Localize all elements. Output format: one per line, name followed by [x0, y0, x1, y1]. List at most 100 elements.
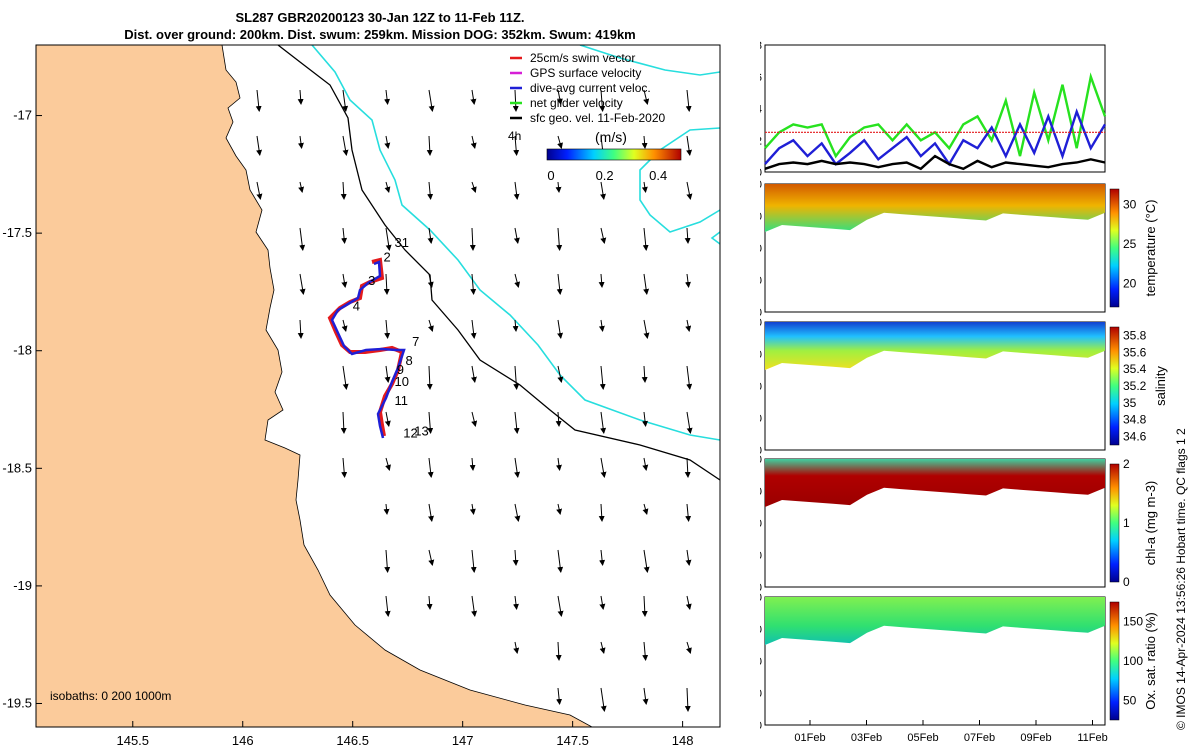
geo-velocity-arrow	[384, 595, 391, 617]
colorbar-tick: 1	[1123, 516, 1130, 530]
day-label: 10	[394, 374, 408, 389]
geo-velocity-arrow	[342, 89, 349, 112]
day-label: 11	[394, 393, 408, 408]
title-line-1: SL287 GBR20200123 30-Jan 12Z to 11-Feb 1…	[235, 10, 525, 25]
geo-velocity-arrow	[470, 273, 477, 295]
geo-velocity-arrow	[384, 411, 391, 427]
depth-tick: 0	[760, 454, 762, 466]
geo-velocity-arrow	[471, 411, 478, 427]
map-xtick-label: 145.5	[116, 733, 149, 748]
isobath-1000m-outer	[579, 45, 720, 76]
geo-velocity-arrow	[428, 549, 435, 566]
geo-velocity-arrow	[384, 365, 391, 383]
velocity-panel: 00.20.40.60.8velocity magnitude (m/s)	[760, 40, 1107, 179]
colorbar-tick: 25	[1123, 237, 1137, 251]
colorbar-tick: 0	[1123, 575, 1130, 589]
geo-velocity-arrow	[297, 135, 304, 149]
velocity-ytick: 0.2	[760, 135, 762, 147]
geo-velocity-arrow	[512, 319, 519, 332]
map-xtick-label: 147.5	[556, 733, 589, 748]
geo-velocity-arrow	[556, 227, 563, 251]
geo-velocity-arrow	[513, 227, 520, 244]
geo-velocity-arrow	[513, 641, 520, 654]
land-polygon	[36, 45, 593, 727]
geo-velocity-arrow	[513, 411, 520, 434]
velocity-series-line	[764, 154, 1106, 171]
velocity-ytick: 0	[760, 167, 762, 179]
colorbar-tick: 35.6	[1123, 345, 1147, 359]
geo-velocity-arrow	[557, 135, 563, 149]
geo-velocity-arrow	[684, 457, 691, 478]
geo-velocity-arrow	[426, 365, 433, 390]
colorbar-tick: 2	[1123, 457, 1130, 471]
depth-tick: 100	[760, 243, 762, 255]
geo-velocity-arrow	[256, 135, 263, 156]
map-axis-ticks: 145.5 146 146.5 147 147.5 148 -17 -17.5 -18 -18.5…	[2, 108, 693, 748]
isobath-reef-loop	[639, 127, 720, 233]
section-colorbar	[1109, 188, 1120, 308]
depth-tick: 200	[760, 307, 762, 319]
geo-velocity-arrow	[685, 595, 692, 610]
geo-velocity-arrow	[256, 181, 263, 200]
geo-velocity-arrow	[556, 89, 563, 105]
geo-velocity-arrow	[642, 503, 649, 515]
day-label: 9	[397, 362, 404, 377]
geo-velocity-arrow	[385, 227, 392, 251]
depth-tick: 150	[760, 275, 762, 287]
map-ytick-label: -19	[13, 578, 32, 593]
geo-velocity-arrow	[600, 687, 607, 712]
geo-velocity-arrow	[599, 365, 606, 390]
geo-velocity-arrow	[599, 89, 606, 112]
colorbar-tick: 35	[1123, 396, 1137, 410]
legend-entry: 25cm/s swim vector	[530, 51, 635, 65]
geo-velocity-arrow	[341, 273, 348, 288]
geo-velocity-arrow	[428, 89, 435, 112]
speed-colorbar-tick: 0.2	[596, 168, 614, 183]
glider-track-blue	[330, 260, 406, 439]
legend-entry: GPS surface velocity	[530, 66, 641, 80]
geo-velocity-arrow	[384, 135, 391, 149]
geo-velocity-arrow	[598, 503, 605, 522]
colorbar-label: chl-a (mg m-3)	[1143, 481, 1158, 566]
isobath-reef-tip	[710, 231, 720, 245]
geo-velocity-arrow	[342, 365, 349, 390]
speed-colorbar-ticks: 0 0.2 0.4	[547, 168, 667, 183]
geo-velocity-arrow	[685, 273, 691, 288]
map-xtick-label: 148	[672, 733, 694, 748]
date-tick-label: 07Feb	[964, 732, 995, 744]
speed-colorbar-tick: 0.4	[649, 168, 667, 183]
depth-tick: 100	[760, 381, 762, 393]
time-marker-label: 4h	[508, 129, 521, 143]
legend-entry: sfc geo. vel. 11-Feb-2020	[530, 111, 666, 125]
colorbar-tick: 34.8	[1123, 413, 1147, 427]
date-tick-label: 05Feb	[907, 732, 938, 744]
colorbar-tick: 50	[1123, 693, 1137, 707]
geo-velocity-arrow	[427, 457, 434, 478]
geo-velocity-arrow	[341, 319, 348, 332]
geo-velocity-arrow	[428, 319, 434, 332]
geo-velocity-arrow	[685, 319, 692, 332]
day-label: 12	[403, 426, 417, 441]
depth-tick: 50	[760, 349, 762, 361]
geo-velocity-arrow	[600, 181, 606, 200]
geo-velocity-arrow	[642, 411, 649, 427]
geo-velocity-arrow	[340, 181, 347, 200]
geo-velocity-arrow	[342, 135, 349, 156]
depth-tick: 200	[760, 445, 762, 457]
velocity-series-line	[764, 108, 1107, 167]
geo-velocity-arrow	[427, 411, 434, 434]
geo-velocity-arrow	[297, 89, 304, 105]
day-label: 13	[414, 423, 428, 438]
geo-velocity-arrow	[686, 181, 693, 200]
map-ytick-label: -18	[13, 343, 32, 358]
geo-velocity-arrow	[600, 227, 607, 244]
day-label: 4	[353, 299, 360, 314]
depth-tick: 150	[760, 413, 762, 425]
geo-velocity-arrow	[642, 457, 649, 471]
geo-velocity-arrow	[555, 411, 562, 427]
geo-velocity-arrow	[513, 365, 520, 390]
geo-velocity-arrow	[470, 181, 477, 193]
